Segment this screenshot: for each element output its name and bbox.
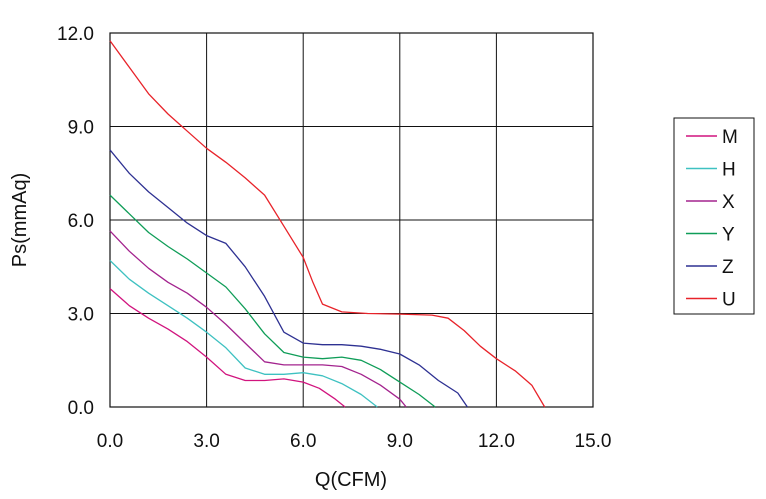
legend-label-h: H bbox=[722, 160, 736, 181]
series-line-u bbox=[109, 40, 546, 408]
x-tick-label: 6.0 bbox=[290, 431, 316, 452]
legend-label-x: X bbox=[722, 192, 735, 213]
x-tick-label: 12.0 bbox=[478, 431, 515, 452]
series-line-h bbox=[109, 260, 378, 408]
x-tick-label: 15.0 bbox=[575, 431, 612, 452]
y-tick-label: 9.0 bbox=[68, 118, 94, 139]
series-line-y bbox=[109, 194, 436, 408]
y-tick-label: 6.0 bbox=[68, 211, 94, 232]
legend-box bbox=[673, 117, 755, 315]
legend-label-u: U bbox=[722, 290, 736, 311]
series-line-z bbox=[109, 149, 468, 408]
y-tick-label: 3.0 bbox=[68, 305, 94, 326]
legend-label-m: M bbox=[722, 127, 738, 148]
y-tick-label: 0.0 bbox=[68, 398, 94, 419]
x-tick-label: 3.0 bbox=[193, 431, 219, 452]
series-line-x bbox=[109, 230, 407, 408]
y-axis-title: Ps(mmAq) bbox=[9, 173, 31, 267]
tick-labels: 0.0 3.0 6.0 9.0 12.0 15.0 0.0 3.0 6.0 9.0 12.0 bbox=[57, 24, 611, 452]
x-tick-label: 9.0 bbox=[387, 431, 413, 452]
series-line-m bbox=[109, 288, 346, 408]
plot-area bbox=[109, 32, 594, 408]
y-tick-label: 12.0 bbox=[57, 24, 94, 45]
series-lines bbox=[109, 40, 546, 408]
legend-label-y: Y bbox=[722, 225, 735, 246]
legend-label-z: Z bbox=[722, 257, 734, 278]
x-axis-title: Q(CFM) bbox=[315, 469, 387, 491]
x-tick-label: 0.0 bbox=[97, 431, 123, 452]
